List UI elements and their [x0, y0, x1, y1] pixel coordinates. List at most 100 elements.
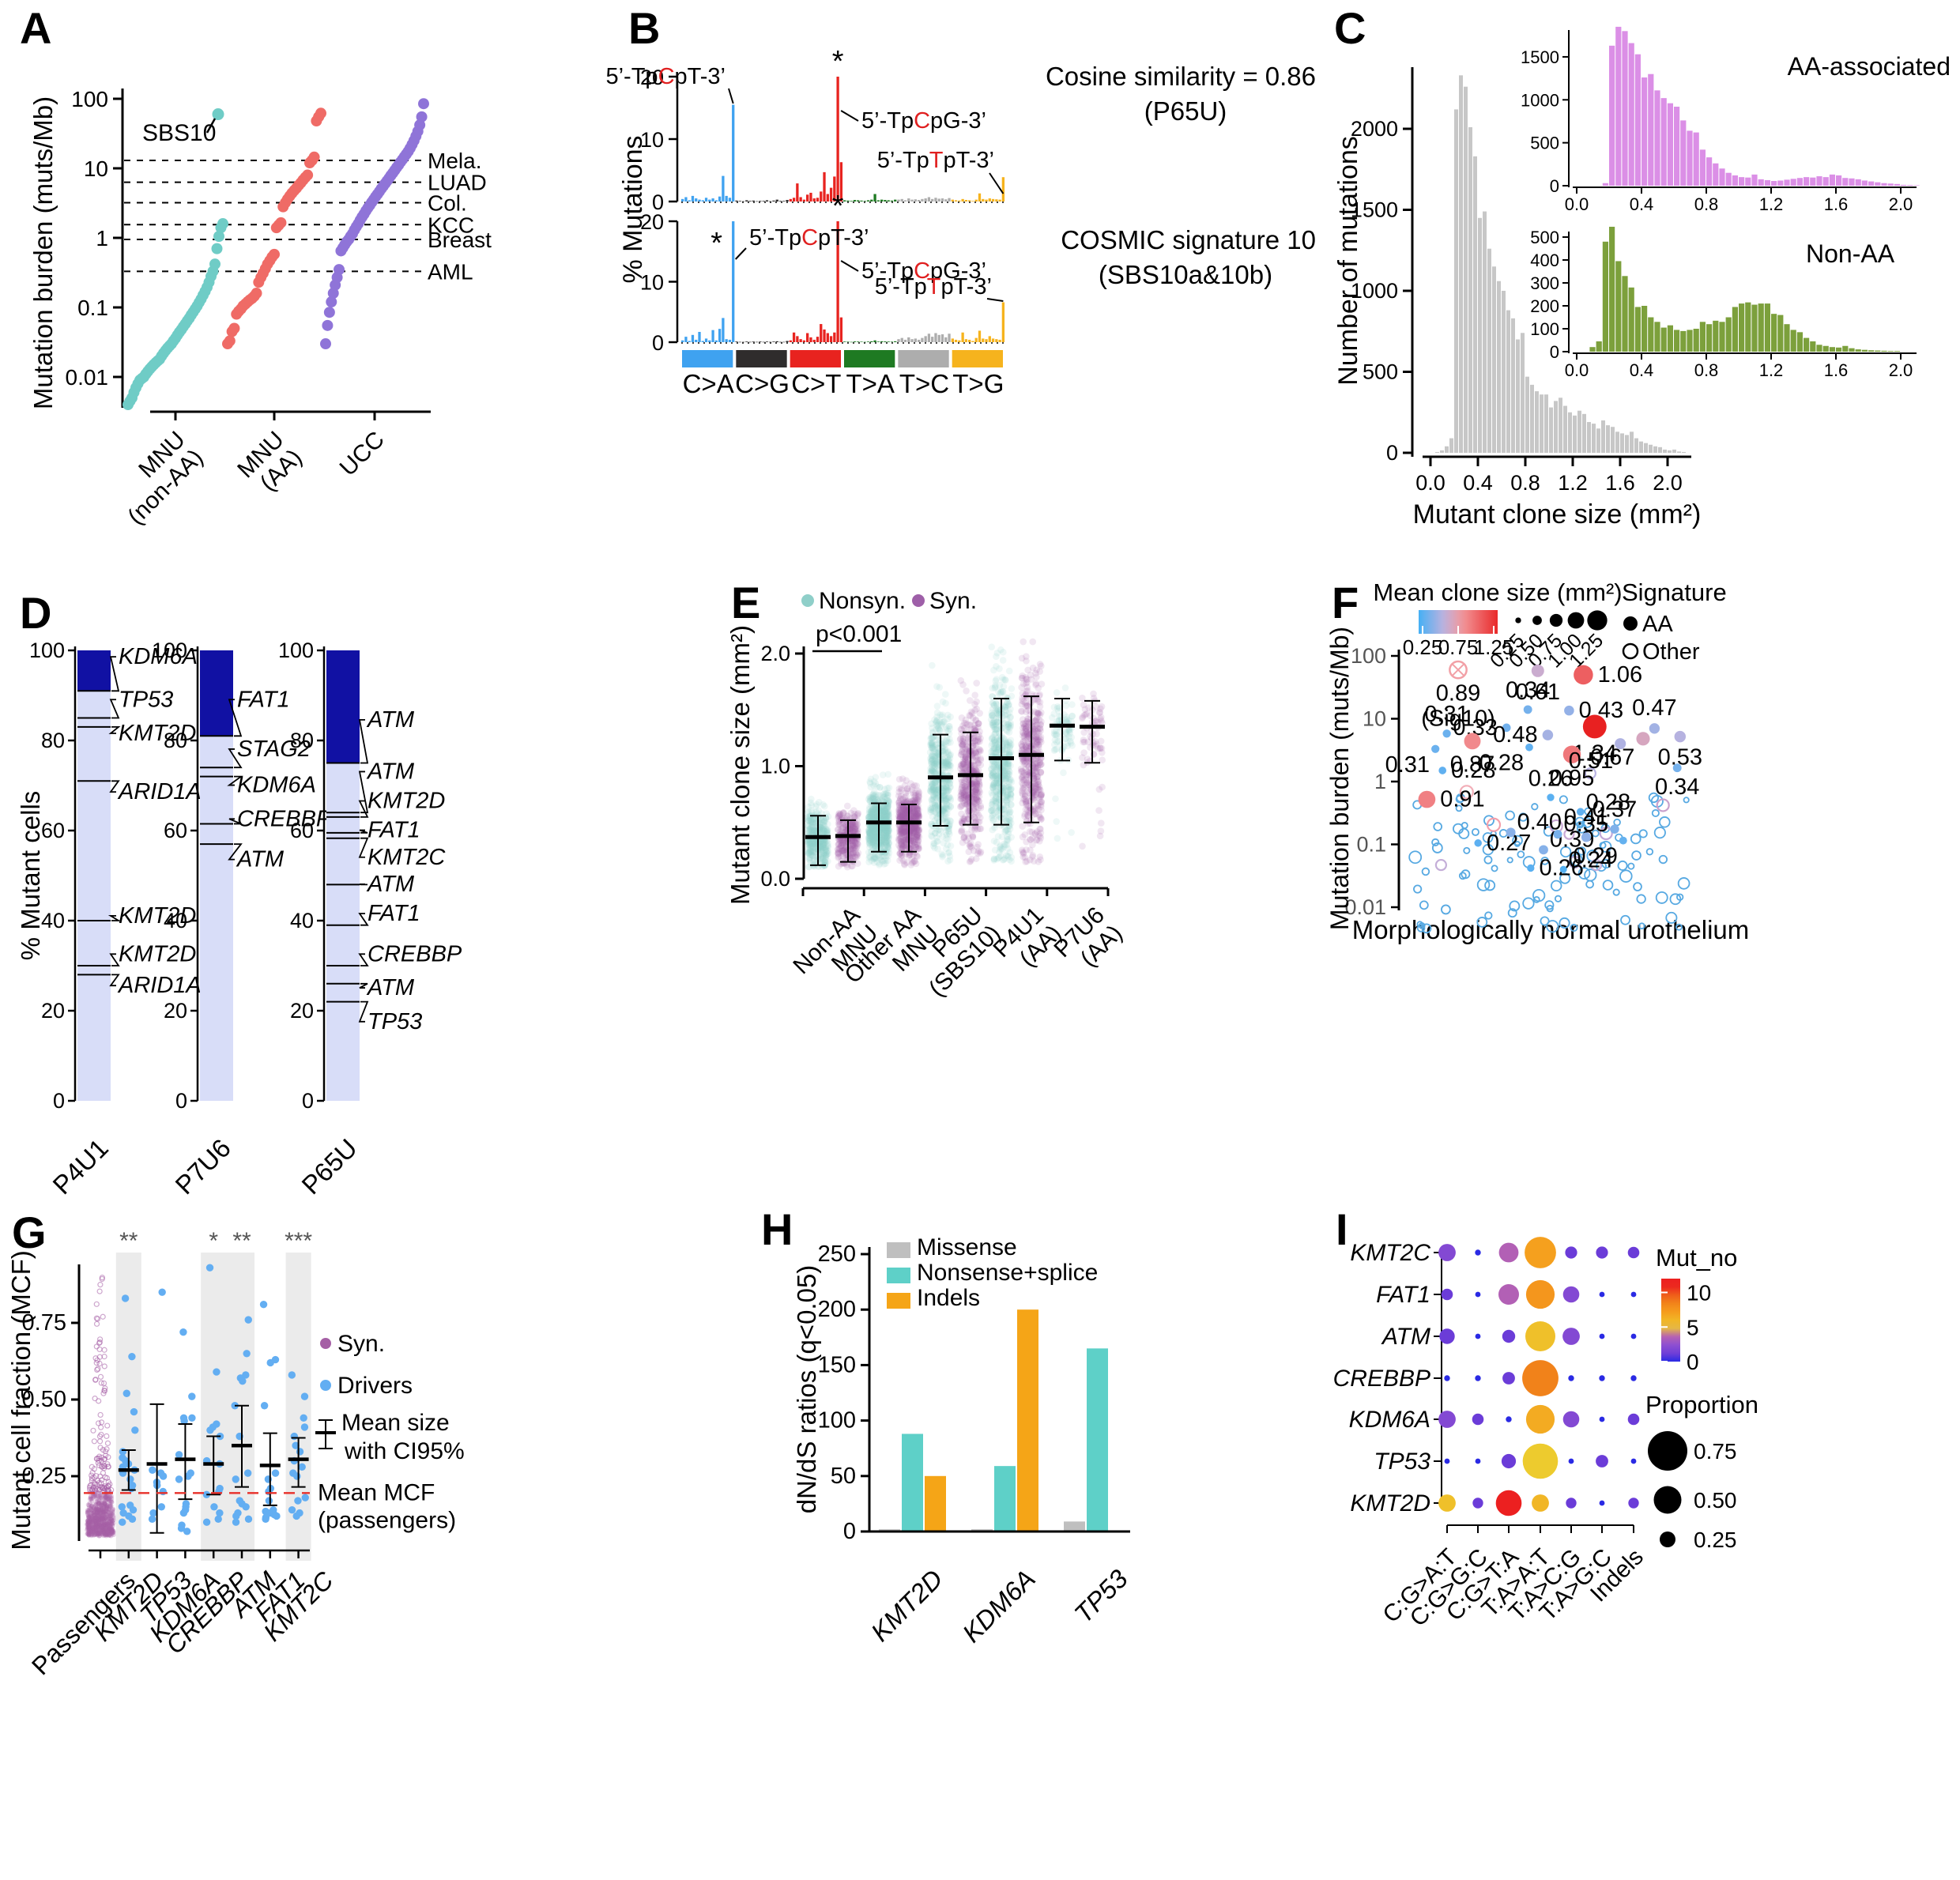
svg-text:C>A: C>A — [683, 369, 734, 398]
svg-text:Syn.: Syn. — [929, 588, 977, 614]
svg-text:UCC: UCC — [335, 427, 390, 481]
svg-text:300: 300 — [1530, 273, 1559, 293]
svg-text:1.0: 1.0 — [760, 755, 790, 778]
svg-text:100: 100 — [71, 87, 108, 111]
svg-text:Signature: Signature — [1622, 578, 1727, 606]
svg-text:ATM: ATM — [366, 975, 415, 1000]
svg-text:0.0: 0.0 — [760, 867, 790, 891]
panel-c-label: C — [1334, 3, 1366, 53]
svg-text:100: 100 — [1351, 644, 1386, 668]
svg-text:0.34: 0.34 — [1506, 677, 1550, 703]
svg-text:60: 60 — [290, 819, 314, 842]
svg-text:100: 100 — [1530, 319, 1559, 339]
svg-text:Non-AA: Non-AA — [1806, 239, 1895, 268]
svg-text:500: 500 — [1530, 134, 1559, 153]
svg-text:AML: AML — [428, 259, 473, 284]
svg-text:Mutant clone size (mm²): Mutant clone size (mm²) — [726, 625, 755, 905]
svg-text:% Mutant cells: % Mutant cells — [16, 791, 45, 961]
svg-text:CREBBP: CREBBP — [368, 941, 462, 966]
svg-text:40: 40 — [41, 909, 65, 932]
svg-text:KMT2D: KMT2D — [119, 903, 196, 929]
svg-text:80: 80 — [290, 729, 314, 752]
svg-text:40: 40 — [290, 909, 314, 932]
svg-text:CREBBP: CREBBP — [237, 806, 332, 831]
svg-text:1000: 1000 — [1351, 279, 1398, 303]
svg-text:2.0: 2.0 — [760, 642, 790, 665]
svg-text:P7U6: P7U6 — [169, 1133, 236, 1200]
svg-text:% Mutations: % Mutations — [618, 135, 648, 283]
svg-text:Col.: Col. — [428, 191, 467, 216]
svg-text:5’-TpCpT-3’: 5’-TpCpT-3’ — [605, 64, 726, 89]
svg-text:MNU(non-AA): MNU(non-AA) — [105, 427, 209, 530]
svg-text:0.1: 0.1 — [1356, 833, 1386, 857]
svg-text:10: 10 — [640, 271, 664, 295]
svg-text:Cosine similarity = 0.86: Cosine similarity = 0.86 — [1046, 62, 1316, 91]
svg-text:40: 40 — [164, 909, 187, 932]
svg-text:Mutation burden (muts/Mb): Mutation burden (muts/Mb) — [1325, 627, 1354, 930]
svg-text:0.4: 0.4 — [1630, 360, 1654, 380]
svg-text:*: * — [832, 190, 844, 223]
svg-text:0.0: 0.0 — [1565, 194, 1589, 214]
svg-text:1500: 1500 — [1521, 47, 1559, 67]
panel-g-label: G — [12, 1207, 47, 1257]
panel-g-chart: ** * ** ***Mutant cell fraction (MCF)0.250.… — [6, 1228, 465, 1680]
svg-text:20: 20 — [41, 999, 65, 1023]
svg-text:0.8: 0.8 — [1694, 360, 1719, 380]
svg-text:5’-TpCpG-3’: 5’-TpCpG-3’ — [861, 108, 986, 134]
svg-text:LUAD: LUAD — [428, 171, 487, 195]
svg-text:60: 60 — [164, 819, 187, 842]
svg-text:ARID1A: ARID1A — [117, 779, 202, 804]
svg-text:KMT2C: KMT2C — [368, 845, 446, 870]
svg-text:400: 400 — [1530, 251, 1559, 270]
svg-text:ATM: ATM — [366, 872, 415, 897]
svg-text:0.8: 0.8 — [1510, 471, 1540, 495]
svg-text:0.0: 0.0 — [1415, 471, 1446, 495]
svg-text:T>G: T>G — [952, 369, 1004, 398]
svg-text:0: 0 — [652, 331, 664, 355]
svg-text:0.25: 0.25 — [1403, 635, 1443, 659]
svg-text:FAT1: FAT1 — [237, 687, 290, 712]
svg-text:AA: AA — [1642, 612, 1673, 637]
svg-text:KMT2D: KMT2D — [368, 789, 445, 814]
svg-text:Breast: Breast — [428, 228, 492, 252]
svg-text:STAG2: STAG2 — [237, 737, 311, 762]
svg-text:ATM: ATM — [236, 847, 285, 872]
svg-text:MNU(AA): MNU(AA) — [232, 427, 307, 501]
svg-text:0: 0 — [1386, 441, 1398, 465]
svg-text:0: 0 — [652, 190, 664, 214]
svg-text:C>T: C>T — [791, 369, 841, 398]
svg-text:5’-TpCpT-3’: 5’-TpCpT-3’ — [749, 225, 869, 251]
panel-e-label: E — [731, 578, 761, 627]
svg-text:1.6: 1.6 — [1824, 360, 1849, 380]
svg-text:T>C: T>C — [899, 369, 949, 398]
svg-text:0: 0 — [302, 1089, 314, 1113]
svg-text:20: 20 — [640, 66, 664, 89]
svg-text:ATM: ATM — [366, 707, 415, 733]
svg-text:0: 0 — [53, 1089, 65, 1113]
svg-text:100: 100 — [278, 639, 314, 662]
svg-text:1.2: 1.2 — [1759, 194, 1784, 214]
svg-text:2000: 2000 — [1351, 117, 1398, 141]
svg-text:0.4: 0.4 — [1463, 471, 1493, 495]
svg-text:0.0: 0.0 — [1565, 360, 1589, 380]
svg-text:500: 500 — [1530, 228, 1559, 247]
panel-h-label: H — [761, 1204, 793, 1254]
svg-text:20: 20 — [290, 999, 314, 1023]
svg-text:500: 500 — [1363, 360, 1398, 384]
svg-text:*: * — [832, 45, 844, 78]
svg-text:Nonsyn.: Nonsyn. — [819, 588, 906, 614]
panel-a-chart: Mutation burden (muts/Mb) 100 10 1 0.1 0.01 Me… — [28, 87, 492, 529]
svg-text:0: 0 — [1550, 342, 1559, 362]
svg-text:(SBS10a&10b): (SBS10a&10b) — [1099, 260, 1272, 289]
svg-text:Mutation burden (muts/Mb): Mutation burden (muts/Mb) — [28, 96, 58, 409]
svg-text:1.2: 1.2 — [1558, 471, 1588, 495]
svg-text:(P65U): (P65U) — [1144, 96, 1227, 126]
svg-text:Number of mutations: Number of mutations — [1333, 136, 1363, 386]
svg-text:10: 10 — [84, 156, 108, 181]
svg-text:10: 10 — [1363, 707, 1386, 731]
svg-text:P65U: P65U — [296, 1133, 363, 1200]
